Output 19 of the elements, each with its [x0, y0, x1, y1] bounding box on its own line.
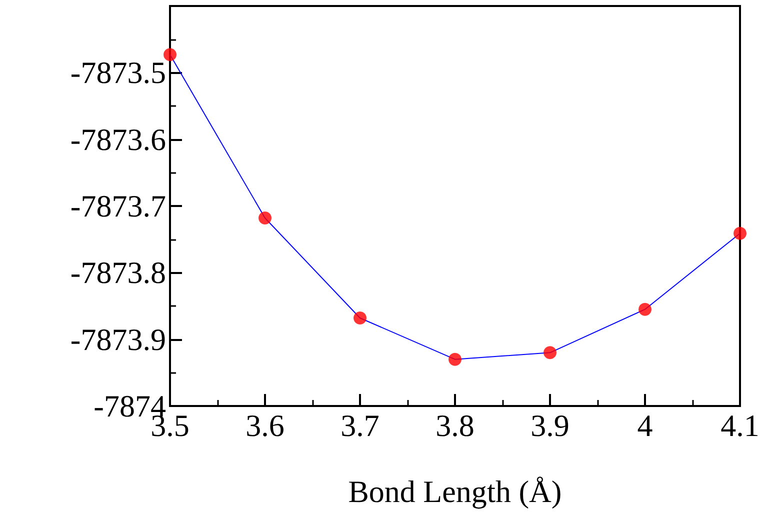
x-axis-title: Bond Length (Å) — [348, 474, 562, 509]
point — [544, 346, 556, 360]
y-tick-label: -7873.7 — [70, 188, 166, 224]
y-tick-label: -7873.9 — [70, 322, 166, 357]
x-tick-label: 3.9 — [530, 408, 570, 443]
point — [638, 302, 652, 316]
point — [734, 226, 746, 240]
x-tick-label: 4 — [637, 408, 654, 443]
y-tick-label: -7873.6 — [70, 122, 166, 157]
x-tick-label: 3.7 — [340, 408, 380, 443]
x-tick-label: 4.1 — [720, 408, 760, 443]
point — [354, 312, 366, 324]
x-tick-label: 3.8 — [436, 408, 474, 443]
point — [258, 212, 272, 224]
point — [164, 48, 176, 62]
x-tick-label: 3.6 — [246, 408, 284, 443]
y-tick-label: -7873.5 — [70, 55, 166, 90]
y-tick-label: -7873.8 — [70, 255, 166, 290]
point — [448, 352, 462, 366]
